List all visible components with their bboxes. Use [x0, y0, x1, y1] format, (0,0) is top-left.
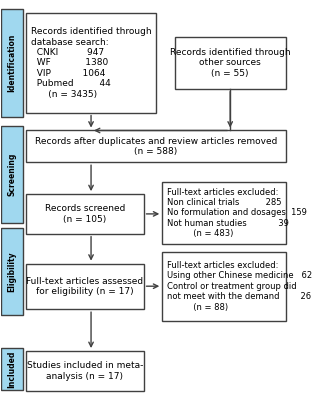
Text: Studies included in meta-
analysis (n = 17): Studies included in meta- analysis (n = … — [27, 361, 143, 380]
Text: Included: Included — [8, 350, 17, 388]
Text: Full-text articles excluded:
Using other Chinese medicine   62
Control or treatm: Full-text articles excluded: Using other… — [167, 261, 312, 312]
Text: Identification: Identification — [8, 34, 17, 92]
FancyBboxPatch shape — [1, 126, 23, 223]
FancyBboxPatch shape — [174, 37, 286, 89]
FancyBboxPatch shape — [26, 130, 286, 162]
FancyBboxPatch shape — [1, 9, 23, 116]
FancyBboxPatch shape — [26, 264, 143, 309]
Text: Records after duplicates and review articles removed
(n = 588): Records after duplicates and review arti… — [35, 137, 277, 156]
FancyBboxPatch shape — [162, 252, 286, 321]
Text: Records screened
(n = 105): Records screened (n = 105) — [45, 204, 125, 224]
Text: Records identified through
database search:
  CNKI          947
  WF            : Records identified through database sear… — [31, 27, 152, 99]
FancyBboxPatch shape — [26, 351, 143, 391]
FancyBboxPatch shape — [1, 228, 23, 315]
Text: Eligibility: Eligibility — [8, 251, 17, 292]
Text: Screening: Screening — [8, 152, 17, 196]
Text: Full-text articles assessed
for eligibility (n = 17): Full-text articles assessed for eligibil… — [26, 277, 143, 296]
FancyBboxPatch shape — [26, 194, 143, 234]
FancyBboxPatch shape — [1, 348, 23, 390]
FancyBboxPatch shape — [26, 13, 156, 113]
FancyBboxPatch shape — [162, 182, 286, 244]
Text: Full-text articles excluded:
Non clinical trials          285
No formulation and: Full-text articles excluded: Non clinica… — [167, 188, 307, 238]
Text: Records identified through
other sources
(n = 55): Records identified through other sources… — [170, 48, 291, 78]
